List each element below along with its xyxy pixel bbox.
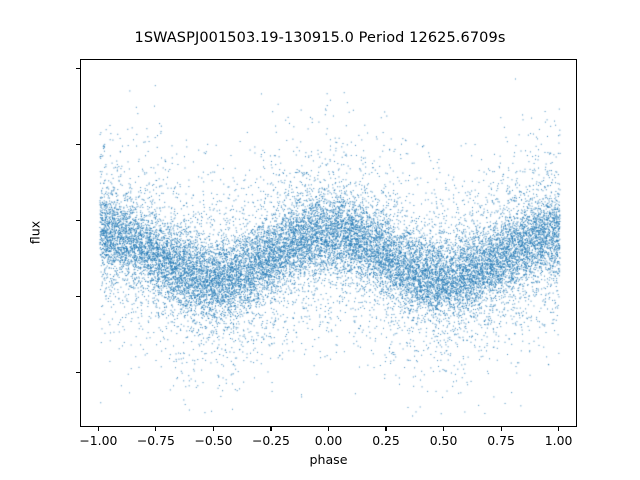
x-tick-label: 0.50 — [429, 433, 458, 448]
x-tick-label: 1.00 — [544, 433, 573, 448]
x-tick-label: −0.25 — [251, 433, 290, 448]
x-tick-mark — [558, 427, 560, 431]
y-tick-mark — [76, 67, 80, 69]
x-tick-label: 0.00 — [314, 433, 343, 448]
x-tick-mark — [385, 427, 387, 431]
y-axis-label: flux — [27, 220, 43, 245]
x-tick-mark — [97, 427, 99, 431]
plot-axes — [80, 59, 577, 427]
scatter-plot-points — [81, 60, 576, 426]
x-tick-mark — [327, 427, 330, 431]
x-tick-mark — [500, 427, 502, 431]
x-tick-mark — [212, 427, 214, 431]
x-tick-label: 0.75 — [487, 433, 515, 448]
x-tick-mark — [155, 427, 157, 431]
y-tick-mark — [76, 219, 80, 221]
x-axis-label: phase — [309, 452, 348, 467]
x-tick-label: −0.50 — [194, 433, 233, 448]
x-tick-mark — [442, 427, 445, 431]
page-title: 1SWASPJ001503.19-130915.0 Period 12625.6… — [134, 30, 506, 46]
y-tick-mark — [76, 371, 80, 373]
y-tick-mark — [76, 143, 80, 145]
x-tick-label: −1.00 — [79, 433, 118, 448]
x-tick-mark — [270, 427, 272, 431]
y-tick-mark — [76, 295, 80, 297]
x-tick-label: 0.25 — [372, 433, 400, 448]
x-tick-label: −0.75 — [136, 433, 175, 448]
